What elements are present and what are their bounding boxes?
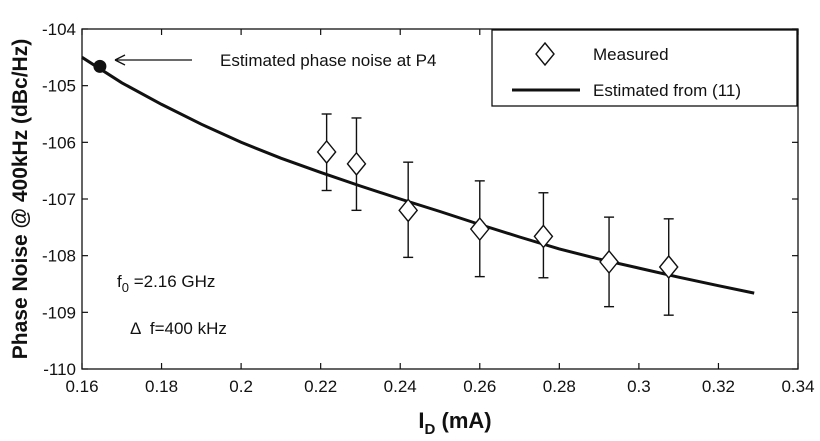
measured-point	[599, 249, 619, 275]
x-axis-title: ID (mA)	[418, 408, 491, 438]
y-axis-title: Phase Noise @ 400kHz (dBc/Hz)	[9, 39, 32, 359]
x-tick-label: 0.28	[543, 377, 576, 396]
measured-point	[398, 198, 419, 223]
y-tick-label: -110	[43, 360, 76, 379]
x-tick-label: 0.18	[145, 377, 178, 396]
measured-point	[316, 139, 337, 165]
x-tick-label: 0.16	[65, 377, 98, 396]
p4-annotation-arrow	[114, 54, 192, 66]
legend-diamond-icon	[535, 41, 555, 67]
measured-point	[658, 254, 679, 280]
y-tick-label: -104	[42, 20, 76, 39]
measured-point	[346, 151, 367, 176]
f0-annotation: f0 =2.16 GHz	[117, 272, 215, 295]
measured-point	[533, 224, 554, 249]
error-bars	[321, 113, 674, 316]
y-tick-label: -109	[42, 303, 76, 322]
x-tick-label: 0.22	[304, 377, 337, 396]
legend: Measured Estimated from (11)	[491, 29, 798, 107]
y-tick-labels: -104 -105 -106 -107 -108 -109 -110	[42, 20, 76, 379]
legend-box	[491, 29, 798, 107]
legend-label-estimated: Estimated from (11)	[593, 81, 741, 100]
x-tick-label: 0.24	[384, 377, 417, 396]
estimated-curve	[81, 56, 755, 295]
measured-point	[469, 216, 490, 242]
legend-label-measured: Measured	[593, 45, 669, 64]
x-tick-label: 0.32	[702, 377, 735, 396]
delta-f-annotation: Δ f=400 kHz	[130, 319, 227, 338]
x-tick-label: 0.3	[627, 377, 651, 396]
y-tick-label: -106	[42, 133, 76, 152]
y-tick-label: -105	[42, 77, 76, 96]
p4-point	[93, 59, 107, 73]
x-tick-label: 0.34	[781, 377, 814, 396]
measured-markers	[316, 139, 679, 280]
x-tick-label: 0.2	[229, 377, 253, 396]
x-tick-label: 0.26	[463, 377, 496, 396]
x-tick-labels: 0.16 0.18 0.2 0.22 0.24 0.26 0.28 0.3 0.32 0.34	[65, 377, 814, 396]
p4-annotation-text: Estimated phase noise at P4	[220, 51, 436, 70]
y-tick-label: -108	[42, 247, 76, 266]
y-tick-label: -107	[42, 190, 76, 209]
